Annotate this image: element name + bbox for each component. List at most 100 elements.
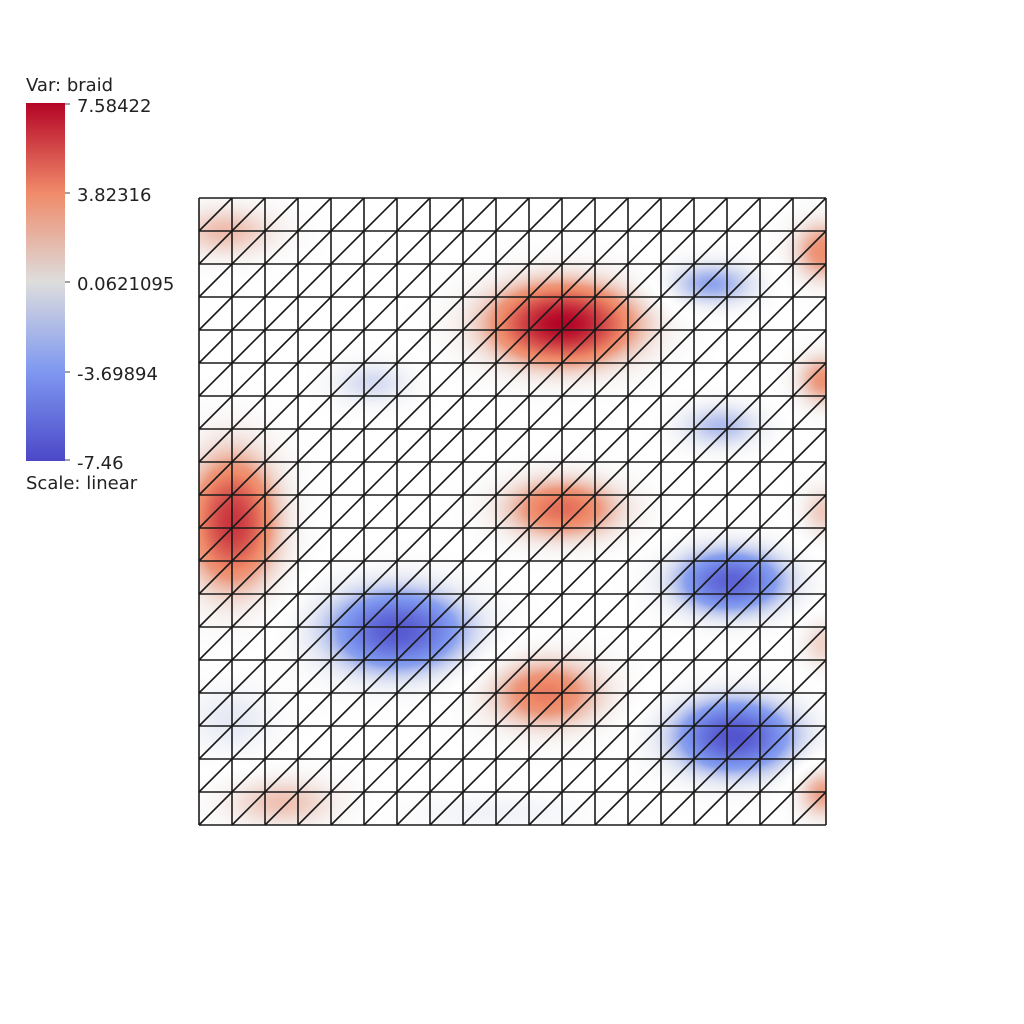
- mesh-diagonal-edge: [528, 362, 563, 397]
- mesh-diagonal-edge: [594, 428, 629, 463]
- mesh-diagonal-edge: [561, 626, 596, 661]
- mesh-diagonal-edge: [396, 791, 431, 826]
- mesh-diagonal-edge: [561, 197, 596, 232]
- mesh-diagonal-edge: [561, 791, 596, 826]
- mesh-diagonal-edge: [396, 593, 431, 628]
- mesh-diagonal-edge: [495, 593, 530, 628]
- mesh-diagonal-edge: [330, 560, 365, 595]
- mesh-diagonal-edge: [792, 263, 827, 298]
- mesh-diagonal-edge: [792, 725, 827, 760]
- mesh-diagonal-edge: [231, 725, 266, 760]
- mesh-diagonal-edge: [759, 230, 794, 265]
- mesh-diagonal-edge: [363, 263, 398, 298]
- mesh-diagonal-edge: [462, 527, 497, 562]
- mesh-diagonal-edge: [264, 560, 299, 595]
- mesh-diagonal-edge: [429, 494, 464, 529]
- mesh-diagonal-edge: [693, 461, 728, 496]
- colorbar-tick-label: -3.69894: [77, 364, 158, 385]
- mesh-diagonal-edge: [561, 560, 596, 595]
- mesh-diagonal-edge: [462, 626, 497, 661]
- mesh-diagonal-edge: [627, 494, 662, 529]
- mesh-diagonal-edge: [264, 659, 299, 694]
- mesh-diagonal-edge: [528, 395, 563, 430]
- mesh-diagonal-edge: [264, 527, 299, 562]
- mesh-diagonal-edge: [693, 296, 728, 331]
- mesh-diagonal-edge: [198, 659, 233, 694]
- mesh-diagonal-edge: [396, 626, 431, 661]
- mesh-diagonal-edge: [759, 494, 794, 529]
- mesh-diagonal-edge: [495, 692, 530, 727]
- mesh-diagonal-edge: [297, 329, 332, 364]
- mesh-diagonal-edge: [231, 527, 266, 562]
- mesh-diagonal-edge: [495, 758, 530, 793]
- mesh-diagonal-edge: [759, 362, 794, 397]
- mesh-diagonal-edge: [792, 329, 827, 364]
- mesh-diagonal-edge: [759, 527, 794, 562]
- mesh-diagonal-edge: [231, 593, 266, 628]
- mesh-diagonal-edge: [759, 296, 794, 331]
- mesh-diagonal-edge: [396, 329, 431, 364]
- mesh-diagonal-edge: [264, 395, 299, 430]
- mesh-diagonal-edge: [561, 593, 596, 628]
- mesh-diagonal-edge: [264, 329, 299, 364]
- mesh-diagonal-edge: [660, 362, 695, 397]
- mesh-diagonal-edge: [231, 791, 266, 826]
- mesh-diagonal-edge: [528, 197, 563, 232]
- mesh-diagonal-edge: [264, 428, 299, 463]
- mesh-diagonal-edge: [726, 692, 761, 727]
- mesh-diagonal-edge: [363, 527, 398, 562]
- mesh-diagonal-edge: [297, 263, 332, 298]
- mesh-diagonal-edge: [396, 758, 431, 793]
- mesh-diagonal-edge: [660, 263, 695, 298]
- mesh-diagonal-edge: [561, 461, 596, 496]
- colorbar: [26, 103, 65, 461]
- mesh-diagonal-edge: [462, 395, 497, 430]
- mesh-diagonal-edge: [627, 329, 662, 364]
- mesh-diagonal-edge: [627, 527, 662, 562]
- mesh-diagonal-edge: [660, 527, 695, 562]
- mesh-diagonal-edge: [231, 494, 266, 529]
- mesh-diagonal-edge: [264, 593, 299, 628]
- mesh-diagonal-edge: [429, 263, 464, 298]
- mesh-diagonal-edge: [330, 527, 365, 562]
- mesh-diagonal-edge: [660, 626, 695, 661]
- mesh-diagonal-edge: [198, 461, 233, 496]
- mesh-diagonal-edge: [660, 329, 695, 364]
- mesh-diagonal-edge: [363, 230, 398, 265]
- mesh-diagonal-edge: [462, 296, 497, 331]
- mesh-diagonal-edge: [495, 626, 530, 661]
- mesh-diagonal-edge: [462, 362, 497, 397]
- mesh-diagonal-edge: [330, 461, 365, 496]
- mesh-diagonal-edge: [792, 791, 827, 826]
- mesh-diagonal-edge: [660, 230, 695, 265]
- mesh-diagonal-edge: [462, 593, 497, 628]
- mesh-diagonal-edge: [396, 461, 431, 496]
- mesh-diagonal-edge: [429, 329, 464, 364]
- mesh-diagonal-edge: [198, 263, 233, 298]
- mesh-diagonal-edge: [462, 791, 497, 826]
- mesh-diagonal-edge: [231, 296, 266, 331]
- mesh-diagonal-edge: [726, 593, 761, 628]
- mesh-diagonal-edge: [429, 461, 464, 496]
- mesh-diagonal-edge: [528, 329, 563, 364]
- mesh-diagonal-edge: [792, 692, 827, 727]
- mesh-diagonal-edge: [594, 626, 629, 661]
- mesh-diagonal-edge: [396, 560, 431, 595]
- mesh-diagonal-edge: [297, 395, 332, 430]
- mesh-diagonal-edge: [627, 230, 662, 265]
- mesh-diagonal-edge: [528, 230, 563, 265]
- mesh-diagonal-edge: [363, 791, 398, 826]
- mesh-diagonal-edge: [231, 692, 266, 727]
- mesh-diagonal-edge: [396, 428, 431, 463]
- mesh-diagonal-edge: [429, 362, 464, 397]
- mesh-diagonal-edge: [627, 263, 662, 298]
- mesh-diagonal-edge: [594, 692, 629, 727]
- mesh-diagonal-edge: [330, 329, 365, 364]
- colorbar-tick-label: 7.58422: [77, 96, 151, 117]
- mesh-diagonal-edge: [462, 329, 497, 364]
- mesh-diagonal-edge: [495, 560, 530, 595]
- mesh-diagonal-edge: [495, 461, 530, 496]
- mesh-diagonal-edge: [462, 461, 497, 496]
- mesh-diagonal-edge: [594, 527, 629, 562]
- mesh-diagonal-edge: [693, 494, 728, 529]
